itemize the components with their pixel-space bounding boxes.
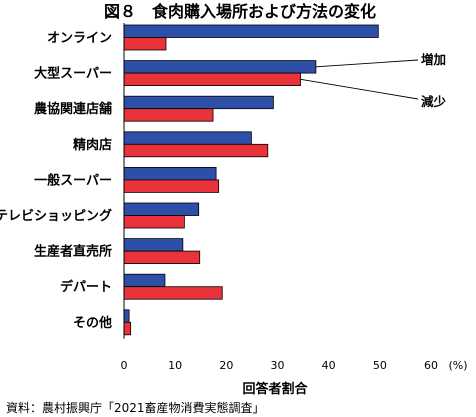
legend-leader-decrease	[300, 78, 419, 100]
category-label: 精肉店	[73, 137, 112, 153]
category-label: 大型スーパー	[34, 66, 112, 82]
x-tick-label: 50	[373, 359, 387, 372]
bar-decrease-4	[123, 179, 220, 193]
bar-increase-4	[123, 166, 217, 181]
bar-decrease-2	[123, 108, 214, 122]
bar-decrease-8	[123, 321, 132, 336]
category-label: テレビショッピング	[0, 208, 112, 224]
category-label: デパート	[60, 279, 112, 295]
bars-group	[123, 24, 379, 336]
legend-leader-increase	[315, 59, 419, 68]
x-tick-label: 20	[219, 359, 233, 372]
bar-increase-8	[123, 309, 130, 323]
bar-increase-2	[123, 95, 274, 110]
bar-decrease-5	[123, 215, 185, 229]
category-label: 一般スーパー	[34, 172, 112, 188]
x-tick-label: 30	[271, 359, 285, 372]
category-label: オンライン	[47, 31, 112, 46]
bar-increase-0	[123, 24, 379, 38]
legend-label-decrease: 減少	[421, 94, 447, 109]
legend-label-increase: 増加	[421, 52, 446, 67]
category-labels: オンライン大型スーパー農協関連店舗精肉店一般スーパーテレビショッピング生産者直売…	[0, 31, 112, 331]
bar-decrease-6	[123, 250, 201, 265]
category-label: 生産者直売所	[34, 244, 112, 260]
bar-decrease-1	[123, 72, 301, 86]
bar-decrease-7	[123, 286, 223, 300]
bar-increase-6	[123, 238, 184, 252]
source-note: 資料：農村振興庁「2021畜産物消費実態調査」	[6, 400, 265, 415]
x-tick-label: 40	[322, 359, 336, 372]
bar-increase-5	[123, 202, 200, 216]
category-label: その他	[73, 315, 112, 331]
x-tick-label: 60	[424, 359, 438, 372]
x-tick-label: 10	[168, 359, 182, 372]
bar-decrease-0	[123, 37, 167, 51]
x-tick-label: 0	[121, 359, 128, 372]
bar-increase-1	[123, 60, 317, 74]
bar-decrease-3	[123, 143, 269, 158]
bar-increase-3	[123, 131, 252, 145]
x-unit-label: (%)	[448, 359, 467, 372]
category-label: 農協関連店舗	[34, 101, 112, 117]
chart-title: 図８ 食肉購入場所および方法の変化	[104, 2, 376, 21]
x-axis: 0 10 20 30 40 50 60	[121, 23, 438, 372]
x-axis-label: 回答者割合	[242, 381, 308, 397]
bar-increase-7	[123, 273, 166, 288]
